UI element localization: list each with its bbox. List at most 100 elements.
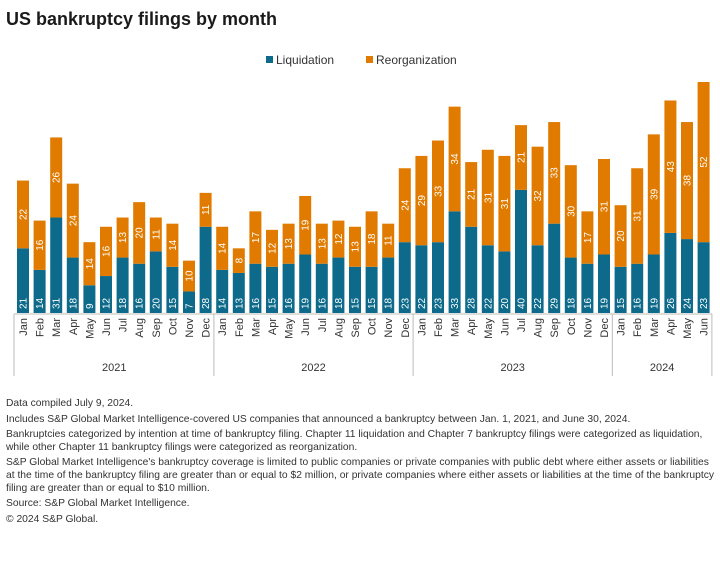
month-tick-label: Feb	[632, 318, 644, 337]
bar-liquidation	[415, 245, 428, 313]
bar-liquidation	[249, 263, 262, 313]
bar-reorganization	[149, 217, 162, 252]
data-label: 32	[533, 190, 544, 202]
data-label: 14	[218, 242, 229, 254]
bar-liquidation	[432, 242, 444, 313]
bar-liquidation	[465, 226, 478, 313]
month-tick-label: Jun	[699, 318, 711, 336]
bar-liquidation	[116, 257, 129, 313]
data-label: 16	[633, 297, 644, 309]
month-tick-label: Aug	[333, 318, 345, 338]
month-tick-label: Oct	[167, 318, 179, 335]
data-label: 13	[284, 238, 295, 250]
data-label: 22	[417, 297, 428, 309]
note-copyright: © 2024 S&P Global.	[6, 513, 99, 525]
bar-reorganization	[448, 106, 461, 212]
bar-liquidation	[216, 269, 229, 313]
bar-reorganization	[166, 223, 179, 267]
month-tick-label: Sep	[151, 318, 163, 338]
bar-liquidation	[498, 251, 511, 313]
year-label: 2024	[650, 362, 674, 374]
data-label: 19	[600, 297, 611, 309]
bar-reorganization	[266, 229, 278, 267]
footnotes: Data compiled July 9, 2024. Includes S&P…	[6, 398, 716, 529]
bar-reorganization	[33, 220, 46, 270]
data-label: 13	[234, 297, 245, 309]
data-label: 29	[417, 195, 428, 207]
data-label: 16	[35, 239, 46, 251]
legend-swatch-liquidation	[266, 56, 273, 63]
bar-reorganization	[465, 162, 478, 227]
month-tick-label: May	[682, 318, 694, 339]
data-label: 11	[384, 235, 395, 246]
month-tick-label: Sep	[350, 318, 362, 338]
bar-liquidation	[299, 254, 312, 313]
data-label: 15	[268, 297, 279, 309]
data-label: 22	[19, 208, 30, 220]
month-tick-label: Jul	[516, 318, 528, 332]
bar-reorganization	[382, 223, 395, 258]
bar-reorganization	[249, 211, 262, 264]
month-tick-label: Jul	[317, 318, 329, 332]
data-label: 23	[434, 297, 445, 309]
bar-liquidation	[581, 263, 594, 313]
month-tick-label: Mar	[649, 318, 661, 337]
data-label: 33	[550, 167, 561, 179]
bar-reorganization	[697, 82, 710, 243]
data-label: 21	[467, 188, 478, 200]
bar-reorganization	[531, 146, 544, 246]
bar-reorganization	[17, 180, 29, 249]
bar-liquidation	[365, 266, 378, 313]
month-tick-label: Nov	[383, 318, 395, 338]
month-tick-label: May	[483, 318, 495, 339]
legend-label-reorganization: Reorganization	[376, 53, 457, 67]
bar-liquidation	[17, 248, 29, 313]
data-label: 15	[367, 297, 378, 309]
bar-liquidation	[448, 211, 461, 313]
month-tick-label: Apr	[68, 318, 80, 335]
data-label: 20	[135, 227, 146, 239]
year-label: 2021	[102, 362, 126, 374]
bar-reorganization	[183, 260, 195, 292]
data-label: 14	[85, 258, 96, 270]
bar-liquidation	[631, 263, 644, 313]
bar-reorganization	[631, 168, 644, 264]
data-label: 18	[566, 297, 577, 309]
data-label: 24	[400, 199, 411, 211]
data-label: 8	[234, 257, 245, 263]
bar-reorganization	[299, 195, 312, 255]
data-label: 20	[616, 230, 627, 242]
month-tick-label: Dec	[201, 318, 213, 338]
legend-swatch-reorganization	[366, 56, 373, 63]
bar-liquidation	[515, 189, 527, 313]
data-label: 19	[301, 219, 312, 231]
bar-reorganization	[515, 125, 527, 190]
bar-reorganization	[614, 205, 627, 267]
data-label: 21	[19, 297, 30, 309]
month-tick-label: Aug	[533, 318, 545, 338]
bar-reorganization	[216, 226, 229, 270]
data-label: 17	[583, 232, 594, 244]
bar-reorganization	[116, 217, 129, 258]
data-label: 13	[118, 232, 129, 244]
month-tick-label: Jan	[416, 318, 428, 336]
data-label: 14	[35, 297, 46, 309]
data-label: 38	[683, 175, 694, 187]
bar-liquidation	[315, 263, 328, 313]
month-tick-label: Apr	[267, 318, 279, 335]
month-tick-label: Jun	[101, 318, 113, 336]
bar-liquidation	[166, 266, 179, 313]
bar-reorganization	[199, 192, 212, 227]
month-tick-label: Jun	[499, 318, 511, 336]
bar-liquidation	[481, 245, 494, 313]
data-label: 9	[85, 303, 96, 309]
bar-liquidation	[398, 242, 411, 313]
bar-liquidation	[66, 257, 79, 313]
bar-reorganization	[581, 211, 594, 264]
bar-liquidation	[681, 239, 693, 313]
bar-reorganization	[564, 165, 577, 258]
data-label: 33	[434, 185, 445, 197]
month-tick-label: Dec	[599, 318, 611, 338]
month-tick-label: Oct	[566, 318, 578, 335]
month-tick-label: Mar	[250, 318, 262, 337]
